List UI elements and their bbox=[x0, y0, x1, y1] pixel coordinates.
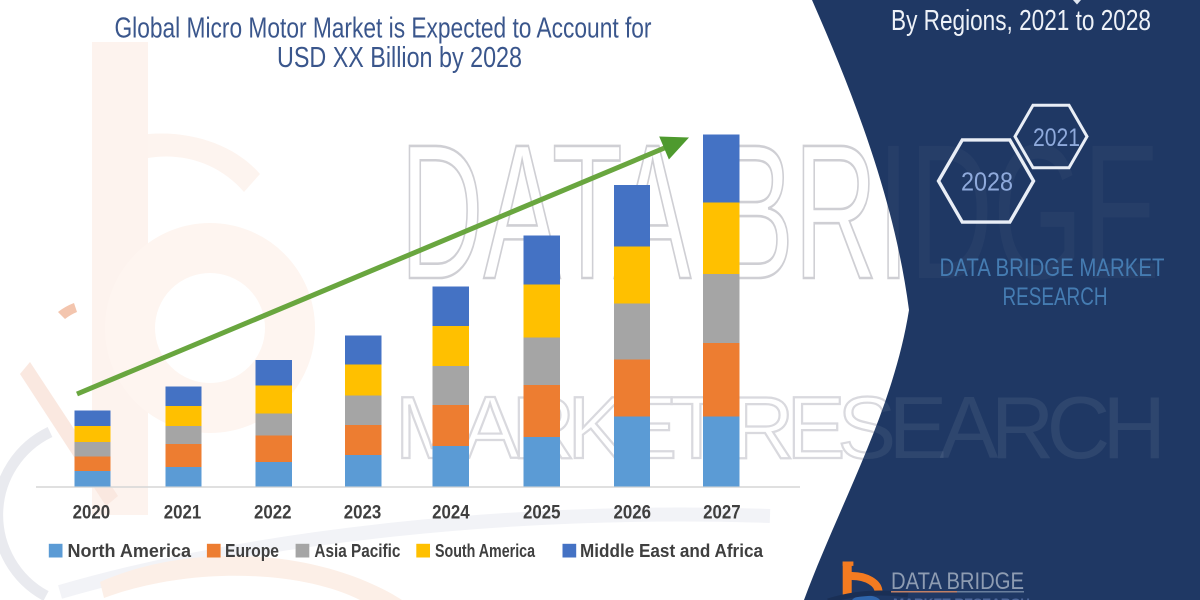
svg-text:2027: 2027 bbox=[703, 502, 741, 524]
svg-text:2024: 2024 bbox=[432, 502, 470, 524]
svg-text:2023: 2023 bbox=[344, 502, 382, 524]
svg-text:2028: 2028 bbox=[961, 167, 1013, 197]
svg-text:South America: South America bbox=[435, 541, 536, 561]
svg-text:2025: 2025 bbox=[523, 502, 561, 524]
svg-text:RESEARCH: RESEARCH bbox=[1003, 283, 1108, 311]
svg-text:Global Micro Motor Market is E: Global Micro Motor Market is Expected to… bbox=[115, 13, 652, 45]
svg-text:Middle East and Africa: Middle East and Africa bbox=[580, 541, 764, 561]
svg-text:North America: North America bbox=[68, 541, 192, 561]
svg-text:2026: 2026 bbox=[614, 502, 652, 524]
svg-text:DATA BRIDGE: DATA BRIDGE bbox=[891, 568, 1024, 595]
svg-text:2021: 2021 bbox=[164, 502, 202, 524]
svg-text:DATA BRIDGE MARKET: DATA BRIDGE MARKET bbox=[940, 254, 1165, 282]
svg-text:By Regions, 2021 to 2028: By Regions, 2021 to 2028 bbox=[891, 5, 1151, 37]
svg-text:Europe: Europe bbox=[225, 541, 279, 561]
svg-text:USD XX Billion by 2028: USD XX Billion by 2028 bbox=[277, 42, 522, 74]
svg-text:2021: 2021 bbox=[1033, 124, 1080, 152]
svg-text:2020: 2020 bbox=[73, 502, 111, 524]
svg-text:2022: 2022 bbox=[254, 502, 292, 524]
svg-text:MARKET RESEARCH: MARKET RESEARCH bbox=[893, 596, 1030, 600]
svg-text:Asia Pacific: Asia Pacific bbox=[314, 541, 400, 561]
